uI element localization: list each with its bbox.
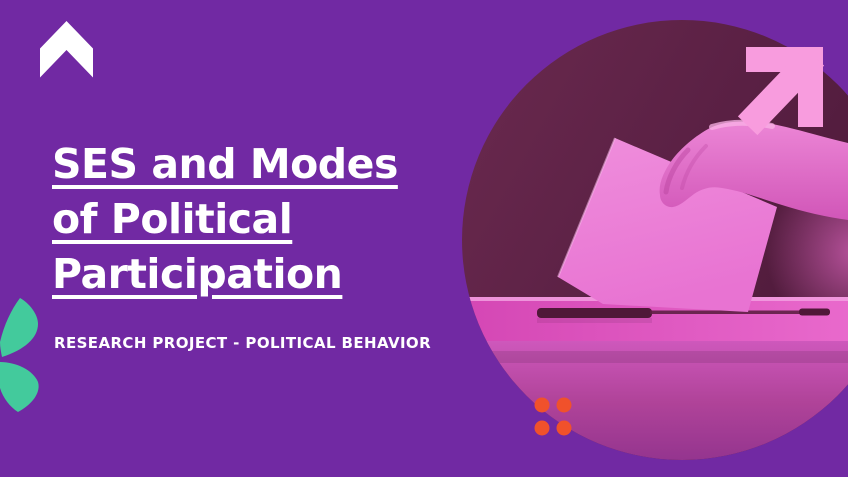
chevron-up-icon <box>40 21 93 78</box>
ballot-slot <box>537 308 652 318</box>
ballot-paper <box>558 138 777 312</box>
ballot-slot-line <box>650 310 802 314</box>
title-line-3: Participation <box>52 250 343 298</box>
four-dots-grid-icon <box>534 397 572 436</box>
slide-title: SES and Modes of Political Participation <box>52 137 398 302</box>
finger-shading-2 <box>680 144 708 190</box>
title-line-2: of Political <box>52 195 293 243</box>
paper-edge-highlight <box>557 137 616 278</box>
knuckle-highlight <box>709 119 775 130</box>
slot-shadow <box>537 318 652 323</box>
arrow-up-right-icon <box>737 46 825 136</box>
hand <box>659 121 848 220</box>
lid-shadow-band <box>462 351 848 363</box>
ballot-slot-end <box>799 308 830 316</box>
finger-shading <box>663 147 691 195</box>
curved-accent-icon <box>0 298 39 412</box>
slide-subtitle: RESEARCH PROJECT - POLITICAL BEHAVIOR <box>54 334 432 352</box>
title-line-1: SES and Modes <box>52 140 398 188</box>
